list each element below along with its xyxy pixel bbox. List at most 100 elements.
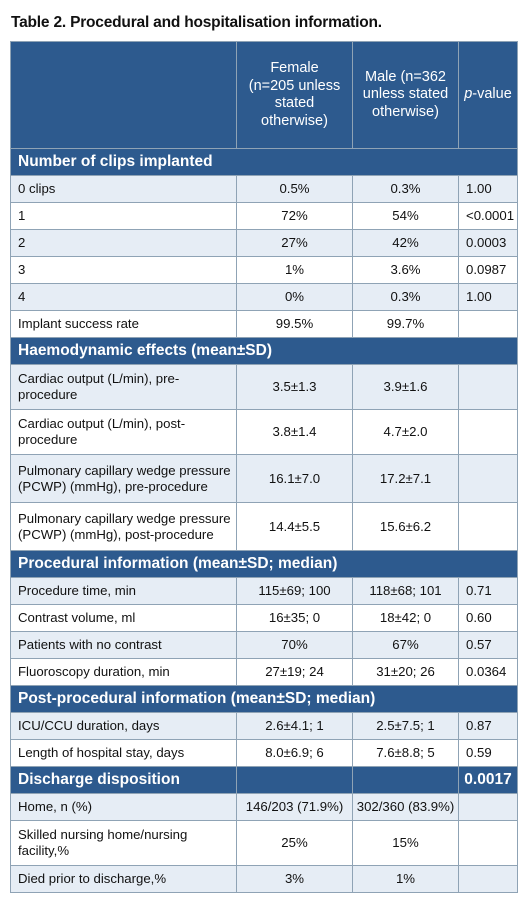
row-label: 2: [10, 229, 237, 257]
table-row: 0 clips 0.5% 0.3% 1.00: [10, 175, 518, 203]
female-value: 27%: [236, 229, 353, 257]
row-label: 4: [10, 283, 237, 311]
table-row: Died prior to discharge,% 3% 1%: [10, 865, 518, 893]
table-row: Home, n (%) 146/203 (71.9%) 302/360 (83.…: [10, 793, 518, 821]
p-value: 0.71: [458, 577, 518, 605]
section-title: Discharge disposition: [10, 766, 237, 794]
row-label: Died prior to discharge,%: [10, 865, 237, 893]
header-male: Male (n=362 unless stated otherwise): [352, 41, 459, 149]
female-value: 16±35; 0: [236, 604, 353, 632]
row-label: ICU/CCU duration, days: [10, 712, 237, 740]
male-value: 118±68; 101: [352, 577, 459, 605]
table-row: 1 72% 54% <0.0001: [10, 202, 518, 230]
table-row: Cardiac output (L/min), post-procedure 3…: [10, 409, 518, 455]
male-value: 4.7±2.0: [352, 409, 459, 455]
female-value: 2.6±4.1; 1: [236, 712, 353, 740]
header-pvalue: p-value: [458, 41, 518, 149]
female-value: 146/203 (71.9%): [236, 793, 353, 821]
header-pvalue-italic: p: [464, 86, 473, 103]
table-row: Pulmonary capillary wedge pressure (PCWP…: [10, 502, 518, 551]
header-pvalue-rest: -value: [472, 86, 512, 103]
row-label: Skilled nursing home/nursing facility,%: [10, 820, 237, 866]
female-value: 0.5%: [236, 175, 353, 203]
female-value: 3%: [236, 865, 353, 893]
male-value: 3.6%: [352, 256, 459, 284]
p-value: [458, 865, 518, 893]
table-row: ICU/CCU duration, days 2.6±4.1; 1 2.5±7.…: [10, 712, 518, 740]
female-value: 99.5%: [236, 310, 353, 338]
p-value: 0.0003: [458, 229, 518, 257]
p-value: 0.0364: [458, 658, 518, 686]
female-value: 3.5±1.3: [236, 364, 353, 410]
table-row: Fluoroscopy duration, min 27±19; 24 31±2…: [10, 658, 518, 686]
row-label: Cardiac output (L/min), post-procedure: [10, 409, 237, 455]
data-table: Female (n=205 unless stated otherwise) M…: [10, 41, 518, 893]
male-value: 15.6±6.2: [352, 502, 459, 551]
female-value: 14.4±5.5: [236, 502, 353, 551]
table-row: 4 0% 0.3% 1.00: [10, 283, 518, 311]
female-value: 1%: [236, 256, 353, 284]
p-value: 0.59: [458, 739, 518, 767]
header-label-column: [10, 41, 237, 149]
row-label: Fluoroscopy duration, min: [10, 658, 237, 686]
table-row: 3 1% 3.6% 0.0987: [10, 256, 518, 284]
p-value: 0.57: [458, 631, 518, 659]
p-value: 0.87: [458, 712, 518, 740]
table-row: 2 27% 42% 0.0003: [10, 229, 518, 257]
section-p-value: 0.0017: [458, 766, 518, 794]
male-value: 0.3%: [352, 175, 459, 203]
male-value: 7.6±8.8; 5: [352, 739, 459, 767]
female-value: 72%: [236, 202, 353, 230]
p-value: [458, 310, 518, 338]
female-value: 25%: [236, 820, 353, 866]
row-label: Length of hospital stay, days: [10, 739, 237, 767]
male-value: 31±20; 26: [352, 658, 459, 686]
row-label: Implant success rate: [10, 310, 237, 338]
row-label: Contrast volume, ml: [10, 604, 237, 632]
row-label: 3: [10, 256, 237, 284]
header-female-text: Female (n=205 unless stated otherwise): [248, 60, 341, 129]
row-label: Cardiac output (L/min), pre-procedure: [10, 364, 237, 410]
table-row: Length of hospital stay, days 8.0±6.9; 6…: [10, 739, 518, 767]
section-empty-male: [352, 766, 459, 794]
female-value: 3.8±1.4: [236, 409, 353, 455]
section-header: Discharge disposition 0.0017: [10, 766, 518, 794]
female-value: 8.0±6.9; 6: [236, 739, 353, 767]
p-value: 0.0987: [458, 256, 518, 284]
male-value: 15%: [352, 820, 459, 866]
header-male-text: Male (n=362 unless stated otherwise): [362, 68, 449, 120]
table-row: Implant success rate 99.5% 99.7%: [10, 310, 518, 338]
section-title: Post-procedural information (mean±SD; me…: [10, 685, 518, 713]
male-value: 0.3%: [352, 283, 459, 311]
row-label: 1: [10, 202, 237, 230]
table-title: Table 2. Procedural and hospitalisation …: [11, 14, 382, 31]
section-title: Procedural information (mean±SD; median): [10, 550, 518, 578]
p-value: [458, 820, 518, 866]
p-value: [458, 364, 518, 410]
section-header: Number of clips implanted: [10, 148, 518, 176]
p-value: 1.00: [458, 283, 518, 311]
table-row: Procedure time, min 115±69; 100 118±68; …: [10, 577, 518, 605]
p-value: [458, 409, 518, 455]
male-value: 3.9±1.6: [352, 364, 459, 410]
table-row: Skilled nursing home/nursing facility,% …: [10, 820, 518, 866]
p-value: 1.00: [458, 175, 518, 203]
male-value: 54%: [352, 202, 459, 230]
row-label: Pulmonary capillary wedge pressure (PCWP…: [10, 502, 237, 551]
header-female: Female (n=205 unless stated otherwise): [236, 41, 353, 149]
male-value: 17.2±7.1: [352, 454, 459, 503]
row-label: Procedure time, min: [10, 577, 237, 605]
female-value: 27±19; 24: [236, 658, 353, 686]
male-value: 99.7%: [352, 310, 459, 338]
p-value: <0.0001: [458, 202, 518, 230]
male-value: 42%: [352, 229, 459, 257]
female-value: 16.1±7.0: [236, 454, 353, 503]
section-title: Number of clips implanted: [10, 148, 518, 176]
row-label: Pulmonary capillary wedge pressure (PCWP…: [10, 454, 237, 503]
row-label: 0 clips: [10, 175, 237, 203]
row-label: Patients with no contrast: [10, 631, 237, 659]
male-value: 1%: [352, 865, 459, 893]
p-value: [458, 502, 518, 551]
section-title: Haemodynamic effects (mean±SD): [10, 337, 518, 365]
female-value: 115±69; 100: [236, 577, 353, 605]
